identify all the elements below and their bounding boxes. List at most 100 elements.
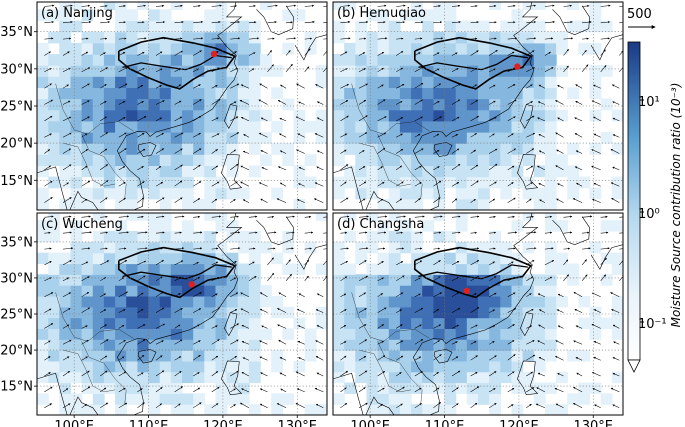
moisture-cell — [215, 404, 228, 415]
wind-vector — [340, 51, 348, 56]
wind-vector — [563, 49, 569, 56]
wind-vector — [155, 117, 163, 122]
moisture-cell — [466, 252, 479, 265]
wind-vector — [211, 20, 221, 24]
moisture-cell — [433, 42, 446, 55]
moisture-cell — [159, 263, 172, 275]
moisture-cell — [103, 339, 116, 351]
moisture-cell — [248, 109, 261, 122]
moisture-cell — [511, 339, 524, 351]
moisture-cell — [433, 296, 446, 308]
moisture-cell — [411, 328, 423, 340]
map-panel-hemuqiao: (b) Hemuqiao — [332, 1, 624, 211]
moisture-cell — [248, 339, 261, 351]
wind-vector — [44, 231, 51, 234]
moisture-cell — [115, 54, 127, 66]
wind-vector — [396, 403, 403, 409]
moisture-cell — [455, 328, 468, 340]
wind-vector — [297, 199, 305, 203]
moisture-cell — [455, 350, 468, 362]
moisture-cell — [226, 339, 239, 351]
moisture-cell — [315, 306, 327, 319]
moisture-cell — [170, 263, 183, 275]
wind-vector — [377, 215, 388, 218]
moisture-cell — [115, 350, 127, 362]
wind-vector — [396, 133, 403, 138]
moisture-cell — [70, 371, 83, 384]
moisture-cell — [59, 198, 72, 210]
wind-vector — [489, 84, 496, 89]
moisture-cell — [115, 165, 127, 178]
moisture-cell — [81, 285, 94, 297]
moisture-cell — [170, 31, 183, 44]
moisture-cell — [522, 20, 535, 33]
wind-vector — [118, 339, 126, 345]
moisture-cell — [544, 382, 557, 394]
moisture-cell — [399, 296, 412, 308]
wind-vector — [174, 403, 181, 409]
moisture-cell — [544, 274, 557, 286]
moisture-cell — [193, 20, 205, 33]
moisture-cell — [544, 98, 557, 111]
wind-vector — [414, 231, 423, 234]
moisture-cell — [204, 42, 217, 55]
moisture-cell — [182, 198, 194, 210]
moisture-cell — [271, 306, 283, 319]
wind-vector — [193, 37, 204, 40]
moisture-cell — [215, 31, 228, 44]
moisture-cell — [377, 274, 390, 286]
wind-vector — [259, 308, 268, 313]
wind-vector — [526, 247, 537, 250]
moisture-cell — [215, 317, 228, 329]
wind-vector — [470, 371, 478, 377]
moisture-cell — [70, 328, 83, 340]
moisture-cell — [70, 165, 83, 178]
moisture-cell — [522, 328, 535, 340]
wind-vector — [582, 20, 592, 24]
wind-vector — [414, 116, 423, 122]
moisture-cell — [455, 87, 468, 100]
moisture-cell — [333, 339, 345, 351]
moisture-cell — [204, 165, 217, 178]
moisture-cell — [355, 360, 368, 373]
moisture-cell — [37, 54, 49, 66]
moisture-cell — [304, 154, 317, 166]
wind-vector — [174, 197, 183, 203]
moisture-cell — [411, 176, 423, 189]
moisture-cell — [489, 65, 501, 77]
wind-vector — [174, 50, 183, 56]
moisture-cell — [466, 263, 479, 275]
moisture-cell — [159, 120, 172, 133]
wind-vector — [155, 370, 165, 377]
wind-vector — [414, 133, 421, 138]
moisture-cell — [377, 98, 390, 111]
moisture-cell — [148, 306, 161, 319]
wind-vector — [137, 308, 144, 313]
moisture-cell — [377, 317, 390, 329]
wind-vector — [118, 291, 128, 297]
wind-vector — [279, 357, 287, 361]
wind-vector — [267, 4, 278, 7]
moisture-cell — [366, 132, 379, 144]
moisture-cell — [193, 87, 205, 100]
moisture-cell — [478, 65, 490, 77]
moisture-cell — [355, 31, 368, 44]
wind-vector — [315, 340, 324, 345]
moisture-cell — [215, 54, 228, 66]
moisture-cell — [433, 87, 446, 100]
moisture-cell — [544, 339, 557, 351]
wind-vector — [593, 84, 601, 89]
country-border — [62, 142, 116, 187]
moisture-cell — [126, 143, 138, 155]
moisture-cell — [344, 231, 356, 243]
wind-vector — [340, 387, 347, 393]
wind-vector — [575, 84, 583, 89]
wind-vector — [230, 339, 239, 345]
moisture-cell — [533, 198, 546, 210]
moisture-cell — [159, 42, 172, 55]
wind-vector — [507, 182, 514, 187]
wind-vector — [396, 101, 403, 105]
lat-tick-label: 15°N — [0, 174, 33, 189]
moisture-cell — [399, 382, 412, 394]
wind-vector — [118, 67, 128, 73]
